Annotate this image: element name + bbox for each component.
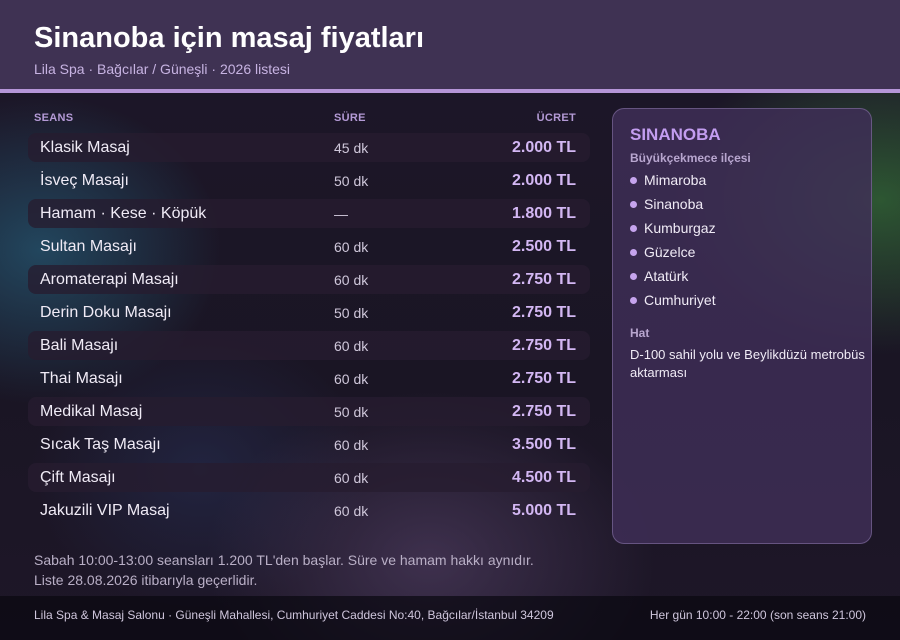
table-row: Thai Masajı 60 dk 2.750 TL <box>28 364 590 393</box>
table-row: Aromaterapi Masajı 60 dk 2.750 TL <box>28 265 590 294</box>
neighborhood-label: Kumburgaz <box>644 220 716 236</box>
validity-note: Liste 28.08.2026 itibarıyla geçerlidir. <box>34 572 258 588</box>
service-duration: 50 dk <box>334 305 369 321</box>
table-row: Medikal Masaj 50 dk 2.750 TL <box>28 397 590 426</box>
transit-description: D-100 sahil yolu ve Beylikdüzü metrobüs … <box>630 347 865 380</box>
service-duration: 60 dk <box>334 338 369 354</box>
table-row: İsveç Masajı 50 dk 2.000 TL <box>28 166 590 195</box>
service-name: Jakuzili VIP Masaj <box>40 502 170 519</box>
bullet-icon <box>630 177 637 184</box>
neighborhood-label: Cumhuriyet <box>644 292 716 308</box>
service-price: 2.750 TL <box>511 370 576 387</box>
table-row: Sıcak Taş Masajı 60 dk 3.500 TL <box>28 430 590 459</box>
service-name: Thai Masajı <box>40 370 123 387</box>
service-duration: 50 dk <box>334 173 369 189</box>
page-header: Sinanoba için masaj fiyatları Lila Spa ·… <box>0 0 900 93</box>
service-duration: 60 dk <box>334 503 369 519</box>
table-row: Sultan Masajı 60 dk 2.500 TL <box>28 232 590 261</box>
table-row: Çift Masajı 60 dk 4.500 TL <box>28 463 590 492</box>
opening-hours: Her gün 10:00 - 22:00 (son seans 21:00) <box>649 608 866 622</box>
service-duration: 60 dk <box>334 437 369 453</box>
neighborhood-label: Atatürk <box>644 268 689 284</box>
service-duration: 60 dk <box>334 470 369 486</box>
table-row: Jakuzili VIP Masaj 60 dk 5.000 TL <box>28 496 590 525</box>
bullet-icon <box>630 273 637 280</box>
neighborhood-label: Güzelce <box>644 244 696 260</box>
page-title: Sinanoba için masaj fiyatları <box>34 22 425 54</box>
neighborhood-label: Mimaroba <box>644 172 707 188</box>
district-info-panel: SINANOBA Büyükçekmece ilçesi Mimaroba Si… <box>612 108 872 544</box>
service-name: Hamam · Kese · Köpük <box>40 205 207 222</box>
column-header-ucret: ÜCRET <box>536 112 576 124</box>
bullet-icon <box>630 297 637 304</box>
service-price: 2.000 TL <box>511 172 576 189</box>
service-duration: 60 dk <box>334 272 369 288</box>
service-price: 2.750 TL <box>511 337 576 354</box>
bullet-icon <box>630 201 637 208</box>
column-header-sure: SÜRE <box>334 112 366 124</box>
service-name: Bali Masajı <box>40 337 119 354</box>
service-duration: 50 dk <box>334 404 369 420</box>
service-name: Sıcak Taş Masajı <box>40 436 161 453</box>
service-price: 2.750 TL <box>511 271 576 288</box>
service-duration: 60 dk <box>334 239 369 255</box>
page-footer: Lila Spa & Masaj Salonu · Güneşli Mahall… <box>0 596 900 640</box>
neighborhood-label: Sinanoba <box>644 196 704 212</box>
service-price: 5.000 TL <box>511 502 576 519</box>
table-row: Klasik Masaj 45 dk 2.000 TL <box>28 133 590 162</box>
table-row: Hamam · Kese · Köpük — 1.800 TL <box>28 199 590 228</box>
table-row: Derin Doku Masajı 50 dk 2.750 TL <box>28 298 590 327</box>
column-header-seans: SEANS <box>34 112 74 124</box>
bullet-icon <box>630 249 637 256</box>
service-price: 2.750 TL <box>511 304 576 321</box>
page-subtitle: Lila Spa · Bağcılar / Güneşli · 2026 lis… <box>34 61 291 77</box>
district-title: SINANOBA <box>630 125 721 144</box>
bullet-icon <box>630 225 637 232</box>
service-name: Medikal Masaj <box>40 403 143 420</box>
service-duration: 45 dk <box>334 140 369 156</box>
service-name: Çift Masajı <box>40 469 116 486</box>
salon-address: Lila Spa & Masaj Salonu · Güneşli Mahall… <box>34 608 554 622</box>
service-price: 2.000 TL <box>511 139 576 156</box>
service-name: İsveç Masajı <box>40 172 129 189</box>
table-row: Bali Masajı 60 dk 2.750 TL <box>28 331 590 360</box>
service-name: Derin Doku Masajı <box>40 304 172 321</box>
service-price: 3.500 TL <box>511 436 576 453</box>
service-price: 2.500 TL <box>511 238 576 255</box>
service-duration: — <box>334 206 348 222</box>
service-price: 2.750 TL <box>511 403 576 420</box>
service-price: 4.500 TL <box>511 469 576 486</box>
service-name: Sultan Masajı <box>40 238 137 255</box>
service-price: 1.800 TL <box>511 205 576 222</box>
service-duration: 60 dk <box>334 371 369 387</box>
morning-price-note: Sabah 10:00-13:00 seansları 1.200 TL'den… <box>34 552 534 568</box>
service-name: Aromaterapi Masajı <box>40 271 179 288</box>
district-subtitle: Büyükçekmece ilçesi <box>630 151 751 165</box>
transit-label: Hat <box>630 326 650 340</box>
service-name: Klasik Masaj <box>40 139 130 156</box>
